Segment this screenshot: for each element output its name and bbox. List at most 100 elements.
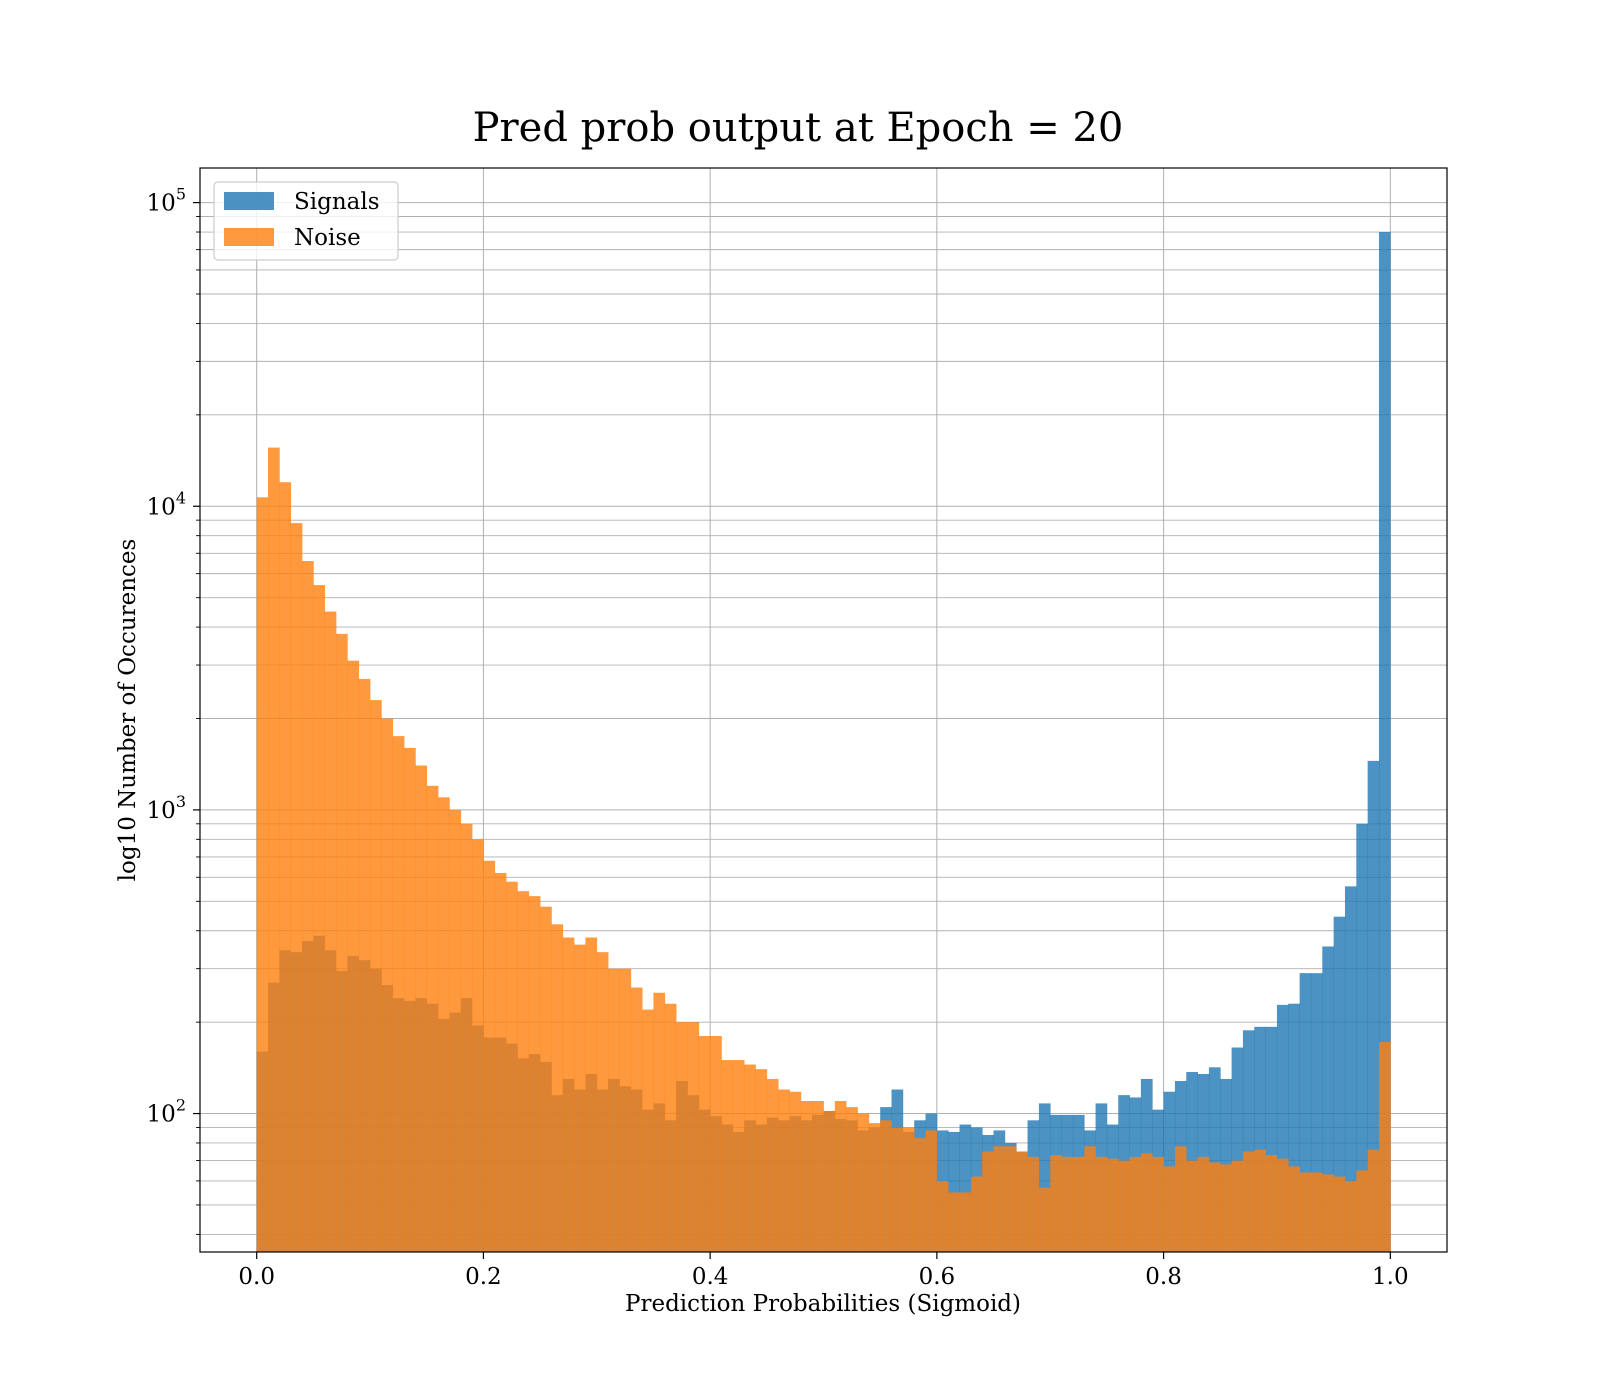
noise-bar [324,611,337,1252]
noise-bar [948,1192,960,1252]
signals-bar [1242,1030,1255,1252]
noise-bar [698,1036,711,1252]
noise-bar [914,1138,926,1252]
noise-bar [1027,1156,1040,1252]
y-tick-label: 105 [147,185,186,217]
noise-bar [936,1180,949,1252]
noise-bar [642,1009,654,1252]
y-tick-label: 103 [147,792,186,824]
noise-bar [766,1078,779,1252]
noise-bar [1310,1172,1323,1252]
noise-bar [1231,1160,1244,1252]
noise-bar [755,1069,768,1252]
noise-bars [256,447,1391,1253]
noise-bar [619,968,632,1252]
noise-bar [630,987,643,1252]
noise-bar [1322,1174,1334,1252]
noise-bar [336,633,348,1252]
signals-bar [1344,886,1357,1252]
signals-bar [1288,1003,1300,1252]
x-axis-label: Prediction Probabilities (Sigmoid) [625,1291,1021,1317]
x-tick-label: 0.2 [465,1264,502,1290]
noise-bar [800,1100,813,1252]
noise-bar [1061,1156,1074,1252]
noise-bar [268,447,280,1252]
noise-bar [381,718,394,1252]
noise-bar [868,1123,881,1252]
noise-bar [891,1127,904,1252]
noise-bar [1242,1151,1255,1252]
noise-bar [1118,1160,1130,1252]
noise-bar [789,1091,802,1252]
noise-bar [449,809,462,1252]
noise-bar [744,1064,756,1252]
noise-bar [1220,1164,1232,1252]
signals-bar [1276,1004,1289,1252]
noise-bar [653,992,666,1252]
noise-bar [721,1060,734,1252]
noise-bar [1288,1166,1300,1252]
noise-bar [302,561,314,1252]
signals-bar [1310,973,1323,1252]
signals-bar [1254,1026,1266,1252]
noise-bar [676,1022,688,1252]
noise-bar [1129,1156,1142,1252]
noise-bar [1333,1176,1346,1252]
legend-swatch-signals [224,192,274,210]
noise-bar [664,1003,677,1252]
noise-bar [279,482,292,1252]
y-tick-label: 104 [147,488,186,520]
noise-bar [483,860,496,1252]
noise-bar [347,660,360,1252]
noise-bar [880,1120,892,1252]
noise-bar [313,585,326,1252]
noise-bar [540,906,552,1252]
noise-bar [970,1176,983,1252]
noise-bar [778,1089,790,1252]
noise-bar [1084,1146,1096,1252]
signals-bar [1333,916,1346,1252]
noise-bar [1344,1180,1357,1252]
noise-bar [551,924,564,1252]
signals-bar [1299,973,1312,1252]
noise-bar [1208,1162,1221,1252]
noise-bar [506,881,518,1252]
y-tick-label: 102 [147,1096,186,1128]
signals-bar [1208,1067,1221,1252]
noise-bar [1140,1153,1153,1252]
signals-bar [1265,1026,1278,1252]
noise-bar [1378,1042,1391,1252]
noise-bar [1356,1170,1368,1252]
noise-bar [687,1022,700,1252]
noise-bar [902,1127,915,1252]
noise-bar [1152,1156,1164,1252]
noise-bar [290,523,303,1252]
noise-bar [1004,1146,1017,1252]
noise-bar [993,1146,1006,1252]
noise-bar [1072,1156,1085,1252]
y-axis: 102 103 104 105 [147,185,200,1235]
x-tick-label: 0.6 [919,1264,956,1290]
signals-bar [1322,946,1334,1252]
noise-bar [959,1192,972,1252]
legend-swatch-noise [224,228,274,246]
signals-bar [1038,1103,1051,1252]
noise-bar [1254,1149,1266,1252]
noise-bar [1050,1155,1062,1252]
signals-bar [1378,232,1391,1252]
noise-bar [1367,1149,1380,1252]
plot-frame [199,167,1448,1253]
noise-bar [256,497,269,1253]
legend-label-signals: Signals [294,189,380,215]
noise-bar [857,1113,870,1252]
noise-bar [460,823,473,1252]
noise-bar [846,1107,858,1252]
noise-bar [426,785,439,1252]
noise-bar [415,765,428,1252]
x-axis: 0.0 0.2 0.4 0.6 0.8 1.0 [238,1252,1409,1290]
noise-bar [1299,1172,1312,1252]
noise-bar [472,839,484,1252]
x-tick-label: 0.4 [692,1264,729,1290]
noise-bar [1197,1156,1210,1252]
